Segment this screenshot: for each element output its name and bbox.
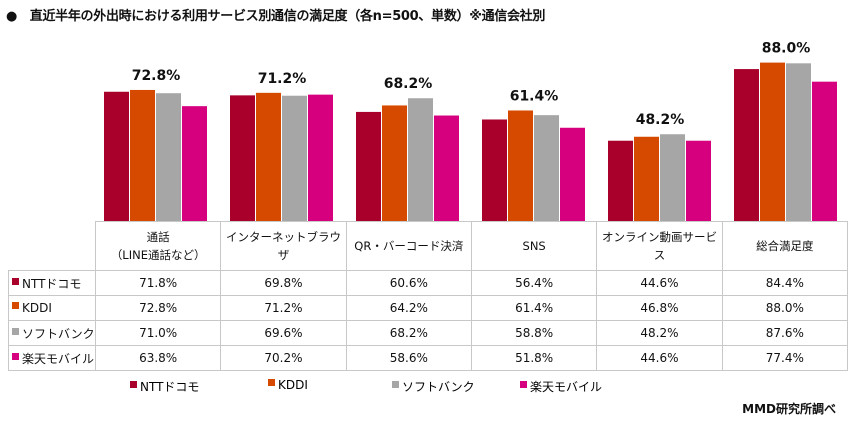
column-header: SNS [470, 221, 598, 271]
series-swatch [12, 327, 19, 335]
bar-4-3 [686, 140, 711, 221]
bar-3-1 [508, 110, 533, 221]
table-cell: 48.2% [596, 320, 723, 346]
bar-3-0 [482, 119, 507, 221]
column-header: オンライン動画サービス [596, 221, 723, 271]
series-name: ソフトバンク [22, 326, 95, 341]
annotation-label: 72.8% [132, 68, 181, 84]
legend-swatch [268, 379, 275, 386]
table-cell: 72.8% [94, 295, 222, 321]
bar-3-2 [534, 115, 559, 221]
table-cell: 71.2% [220, 295, 347, 321]
table-cell: 46.8% [596, 295, 723, 321]
legend-swatch [520, 381, 527, 388]
legend-item: 楽天モバイル [520, 378, 602, 395]
chart-title: ● 直近半年の外出時における利用サービス別通信の満足度（各n=500、単数）※通… [6, 9, 546, 24]
annotation-label: 61.4% [510, 88, 559, 104]
legend: NTTドコモ KDDI ソフトバンク 楽天モバイル [0, 378, 848, 396]
table-cell: 69.6% [220, 320, 347, 346]
table-cell: 71.8% [94, 270, 222, 296]
annotation-label: 88.0% [762, 41, 811, 57]
data-table: 通話 （LINE通話など） インターネットブラウザ QR・バーコード決済 SNS オンラ… [8, 221, 848, 371]
legend-item: KDDI [268, 378, 308, 392]
annotation-label: 71.2% [258, 71, 307, 87]
series-swatch [12, 352, 19, 360]
table-cell: 88.0% [721, 295, 848, 321]
bar-0-0 [104, 91, 129, 221]
series-name: 楽天モバイル [22, 351, 95, 366]
bar-1-2 [282, 95, 307, 221]
bar-1-1 [256, 92, 281, 221]
table-cell: 87.6% [721, 320, 848, 346]
table-cell: 68.2% [345, 320, 472, 346]
table-cell: 44.6% [596, 270, 723, 296]
series-name: NTTドコモ [22, 276, 82, 291]
table-cell: 56.4% [470, 270, 598, 296]
annotation-label: 48.2% [636, 112, 685, 128]
column-header: 総合満足度 [721, 221, 848, 271]
table-cell: 58.8% [470, 320, 598, 346]
bar-2-2 [408, 98, 433, 221]
row-header: 楽天モバイル [8, 345, 96, 371]
bar-4-2 [660, 134, 685, 221]
table-row: 楽天モバイル 63.8% 70.2% 58.6% 51.8% 44.6% 77.4% [8, 345, 848, 371]
table-cell: 61.4% [470, 295, 598, 321]
table-cell: 60.6% [345, 270, 472, 296]
bar-4-1 [634, 136, 659, 221]
bar-1-3 [308, 94, 333, 221]
row-header: ソフトバンク [8, 320, 96, 346]
series-swatch [12, 302, 19, 309]
column-header: インターネットブラウザ [220, 221, 347, 271]
table-cell: 51.8% [470, 345, 598, 371]
bar-5-0 [734, 69, 759, 221]
column-header: 通話 （LINE通話など） [94, 221, 222, 271]
table-cell: 44.6% [596, 345, 723, 371]
row-header: NTTドコモ [8, 270, 96, 296]
legend-label: KDDI [278, 378, 308, 392]
bar-5-2 [786, 63, 811, 221]
legend-label: ソフトバンク [402, 380, 475, 394]
table-row: ソフトバンク 71.0% 69.6% 68.2% 58.8% 48.2% 87.6% [8, 320, 848, 346]
table-cell: 63.8% [94, 345, 222, 371]
row-header: KDDI [8, 295, 96, 321]
bar-0-3 [182, 106, 207, 221]
bar-chart: 72.8% 71.2% 68.2% 61.4% 48.2% 88.0% [104, 41, 837, 222]
legend-item: NTTドコモ [130, 378, 199, 395]
bar-2-1 [382, 105, 407, 221]
table-cell: 70.2% [220, 345, 347, 371]
table-row: NTTドコモ 71.8% 69.8% 60.6% 56.4% 44.6% 84.4% [8, 270, 848, 296]
series-name: KDDI [22, 301, 52, 315]
table-cell: 64.2% [345, 295, 472, 321]
bar-5-1 [760, 62, 785, 221]
legend-label: 楽天モバイル [530, 380, 603, 394]
column-header: QR・バーコード決済 [345, 221, 472, 271]
bar-4-0 [608, 140, 633, 221]
bar-3-3 [560, 127, 585, 221]
bar-1-0 [230, 95, 255, 221]
table-cell: 58.6% [345, 345, 472, 371]
bar-5-3 [812, 81, 837, 222]
bar-2-0 [356, 111, 381, 221]
legend-item: ソフトバンク [392, 378, 475, 395]
annotation-label: 68.2% [384, 76, 433, 92]
bar-0-2 [156, 93, 181, 221]
table-cell: 84.4% [721, 270, 848, 296]
table-cell: 71.0% [94, 320, 222, 346]
legend-swatch [130, 381, 137, 388]
source-note: MMD研究所調べ [742, 402, 836, 416]
bar-2-3 [434, 115, 459, 221]
series-swatch [12, 277, 19, 285]
table-cell: 77.4% [721, 345, 848, 371]
bar-0-1 [130, 89, 155, 222]
table-corner [8, 221, 96, 271]
table-cell: 69.8% [220, 270, 347, 296]
legend-swatch [392, 381, 399, 388]
legend-label: NTTドコモ [140, 380, 200, 394]
table-row: KDDI 72.8% 71.2% 64.2% 61.4% 46.8% 88.0% [8, 295, 848, 321]
